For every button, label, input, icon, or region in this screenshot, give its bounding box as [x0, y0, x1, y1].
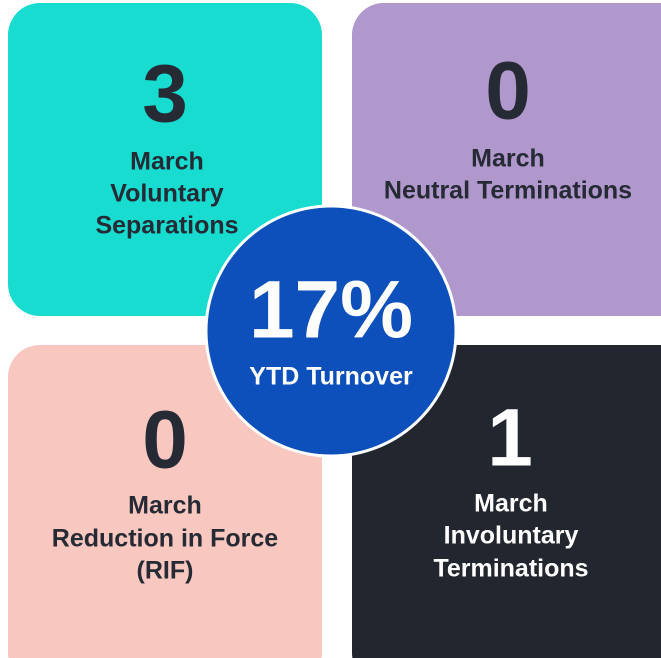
tile-label: March	[471, 145, 545, 173]
tile-label: (RIF)	[137, 557, 194, 585]
tile-label: March	[128, 492, 202, 520]
tile-label: March	[474, 490, 548, 518]
tile-voluntary	[8, 3, 322, 316]
tile-label: March	[130, 148, 204, 176]
tile-label: Voluntary	[110, 180, 224, 208]
tile-value: 0	[142, 395, 188, 486]
tile-value: 1	[487, 393, 533, 484]
tile-value: 0	[485, 46, 531, 137]
tile-rif	[8, 345, 322, 658]
tile-neutral	[352, 3, 661, 316]
tile-label: Separations	[95, 212, 238, 240]
center-label: YTD Turnover	[249, 363, 413, 391]
tile-label: Reduction in Force	[52, 525, 279, 553]
tile-label: Involuntary	[444, 522, 579, 550]
tile-label: Neutral Terminations	[384, 177, 632, 205]
tile-involuntary	[352, 345, 661, 658]
center-circle	[204, 204, 458, 458]
tile-label: Terminations	[433, 555, 588, 583]
tile-value: 3	[142, 49, 188, 140]
center-value: 17%	[249, 265, 413, 356]
